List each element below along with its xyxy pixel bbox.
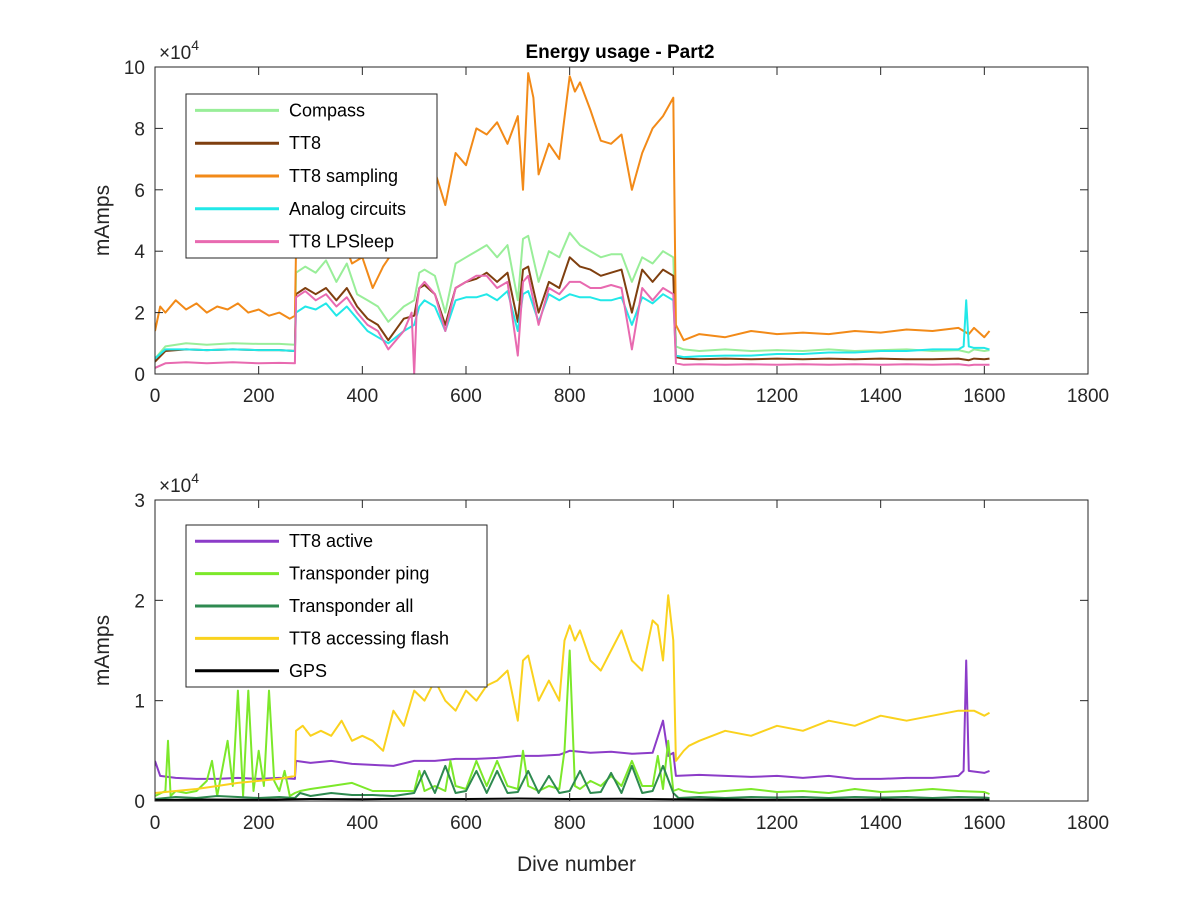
x-tick-label: 800 — [554, 386, 586, 407]
x-tick-label: 1000 — [652, 813, 694, 834]
x-tick-label: 1600 — [963, 813, 1005, 834]
chart-title: Energy usage - Part2 — [525, 42, 714, 63]
legend-box — [185, 524, 488, 688]
series-line-analog-circuits — [155, 290, 990, 360]
series-line-tt8-active — [155, 659, 990, 780]
x-tick-label: 1200 — [756, 386, 798, 407]
series-line-transponder-all — [155, 764, 990, 800]
y-axis-label: mAmps — [91, 185, 114, 256]
y-tick-label: 3 — [134, 491, 145, 512]
legend: TT8 active Transponder ping Transponder al… — [185, 524, 488, 688]
legend-label: TT8 accessing flash — [289, 628, 449, 648]
legend-label: Analog circuits — [289, 199, 406, 219]
legend-label: GPS — [289, 661, 327, 681]
x-tick-label: 0 — [150, 386, 161, 407]
bottom-plot: 0 200 400 600 800 1000 1200 1400 1600 1800 0 1 2 3 ×10… — [91, 470, 1109, 876]
y-tick-label: 0 — [134, 365, 145, 386]
legend-label: TT8 sampling — [289, 166, 398, 186]
x-tick-label: 200 — [243, 813, 275, 834]
y-tick-label: 8 — [134, 119, 145, 140]
x-tick-label: 200 — [243, 386, 275, 407]
y-exponent-label: ×104 — [159, 470, 199, 497]
y-tick-label: 10 — [124, 58, 145, 79]
series-group — [155, 72, 991, 374]
x-tick-label: 1800 — [1067, 813, 1109, 834]
x-tick-label: 1600 — [963, 386, 1005, 407]
x-tick-label: 0 — [150, 813, 161, 834]
x-tick-label: 1400 — [860, 813, 902, 834]
legend-label: TT8 LPSleep — [289, 232, 394, 252]
series-line-gps — [155, 797, 990, 801]
legend-label: TT8 — [289, 133, 321, 153]
legend-label: Transponder all — [289, 596, 413, 616]
x-axis-label: Dive number — [517, 853, 636, 876]
x-tick-label: 600 — [450, 386, 482, 407]
axes-box — [154, 66, 1089, 375]
y-tick-label: 4 — [134, 242, 145, 263]
series-line-compass — [155, 231, 990, 360]
series-line-tt8 — [155, 256, 990, 363]
x-tick-label: 400 — [346, 813, 378, 834]
y-tick-label: 2 — [134, 591, 145, 612]
x-tick-label: 600 — [450, 813, 482, 834]
x-tick-label: 1000 — [652, 386, 694, 407]
series-line-tt8-sampling — [155, 72, 991, 342]
legend-label: Compass — [289, 100, 365, 120]
series-line-transponder-ping — [155, 649, 990, 797]
x-tick-label: 800 — [554, 813, 586, 834]
series-line-tt8-lpsleep — [155, 274, 990, 374]
legend-label: Transponder ping — [289, 564, 429, 584]
y-axis-label: mAmps — [91, 615, 114, 686]
y-tick-label: 1 — [134, 692, 145, 713]
legend: Compass TT8 TT8 sampling Analog circuits TT8… — [185, 93, 438, 259]
series-group — [155, 594, 990, 801]
x-tick-label: 1400 — [860, 386, 902, 407]
legend-label: TT8 active — [289, 531, 373, 551]
y-tick-label: 0 — [134, 792, 145, 813]
series-line-tt8-accessing-flash — [155, 594, 990, 794]
x-tick-label: 1800 — [1067, 386, 1109, 407]
y-tick-label: 2 — [134, 304, 145, 325]
x-tick-label: 400 — [346, 386, 378, 407]
y-exponent-label: ×104 — [159, 37, 199, 64]
x-tick-label: 1200 — [756, 813, 798, 834]
top-plot: 0 200 400 600 800 1000 1200 1400 1600 1800 0 2 4 6 8 10… — [91, 37, 1109, 407]
y-tick-label: 6 — [134, 181, 145, 202]
axes-box — [154, 499, 1089, 802]
